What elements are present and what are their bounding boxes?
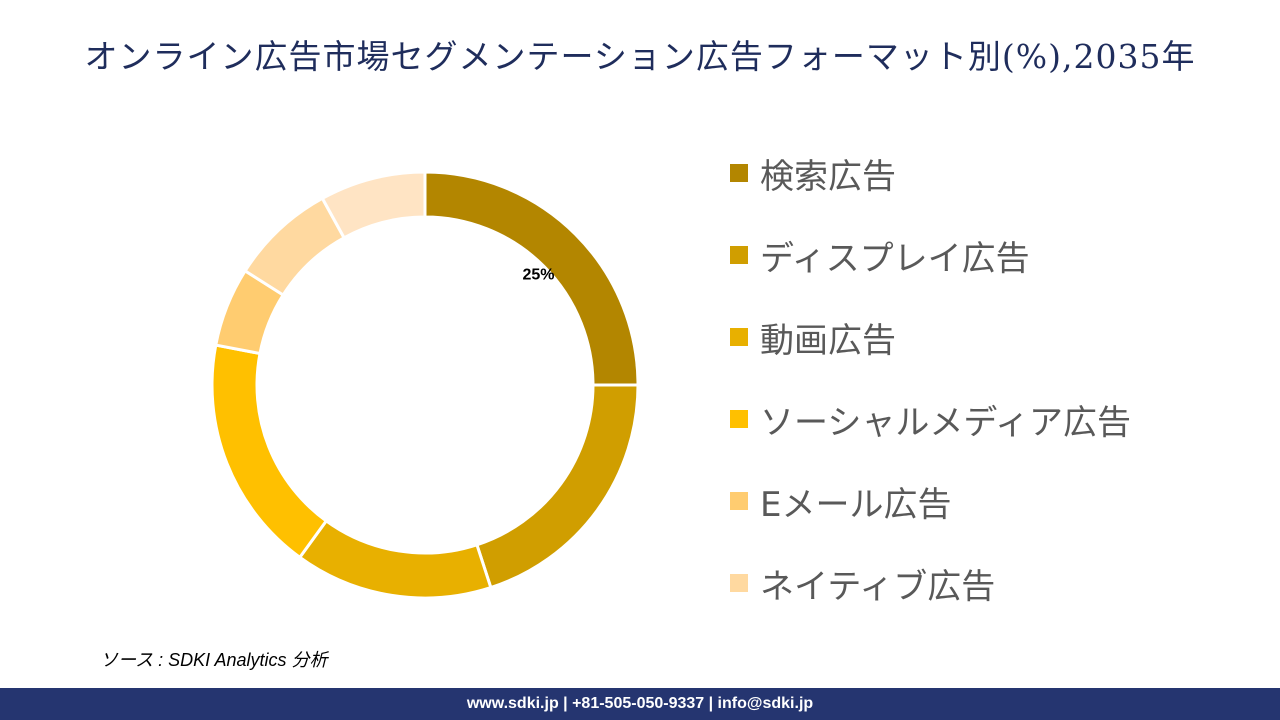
donut-slice — [320, 170, 427, 240]
legend-label: Eメール広告 — [760, 484, 952, 525]
donut-slice — [297, 518, 493, 600]
legend-swatch — [730, 328, 748, 346]
footer-contact: www.sdki.jp | +81-505-050-9337 | info@sd… — [0, 688, 1280, 720]
source-note: ソース : SDKI Analytics 分析 — [100, 650, 328, 670]
legend-swatch — [730, 246, 748, 264]
legend-label: ディスプレイ広告 — [760, 238, 1030, 279]
legend-label: 検索広告 — [760, 156, 896, 197]
legend-label: ソーシャルメディア広告 — [760, 402, 1131, 443]
legend-item: ソーシャルメディア広告 — [730, 378, 1131, 460]
legend-swatch — [730, 164, 748, 182]
legend-item: 検索広告 — [730, 132, 1131, 214]
legend-item: 動画広告 — [730, 296, 1131, 378]
donut-slice — [210, 343, 329, 560]
legend: 検索広告ディスプレイ広告 動画広告ソーシャルメディア広告 Eメール広告ネイティブ広告 — [730, 132, 1131, 624]
legend-swatch — [730, 574, 748, 592]
legend-item: ディスプレイ広告 — [730, 214, 1131, 296]
data-label: 25% — [522, 267, 554, 284]
legend-label: ネイティブ広告 — [760, 566, 996, 607]
legend-label: 動画広告 — [760, 320, 896, 361]
legend-swatch — [730, 492, 748, 510]
donut-slice — [475, 383, 640, 590]
donut-chart: 25% — [210, 170, 640, 600]
legend-swatch — [730, 410, 748, 428]
legend-item: Eメール広告 — [730, 460, 1131, 542]
legend-item: ネイティブ広告 — [730, 542, 1131, 624]
chart-title: オンライン広告市場セグメンテーション広告フォーマット別(%),2035年 — [84, 37, 1196, 76]
